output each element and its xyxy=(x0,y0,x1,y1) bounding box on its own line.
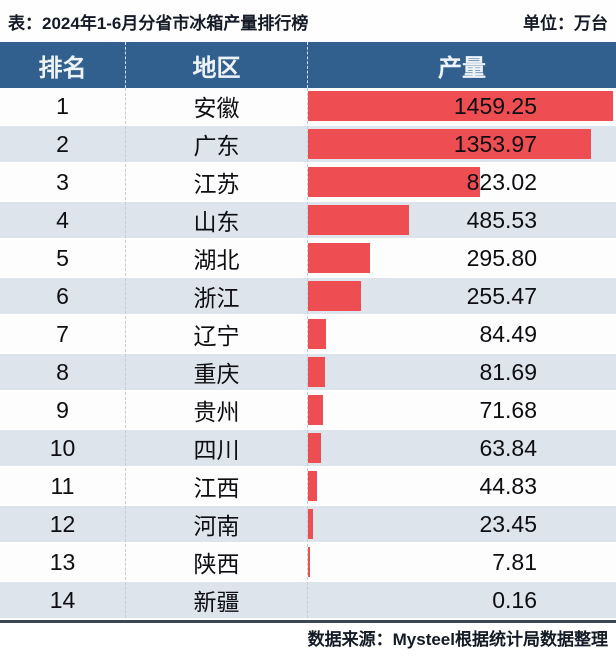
value-cell: 7.81 xyxy=(307,544,616,580)
rank-cell: 13 xyxy=(49,548,76,575)
rank-cell: 1 xyxy=(56,92,69,119)
rank-cell: 12 xyxy=(49,510,76,537)
value-cell: 485.53 xyxy=(307,202,616,238)
rank-cell: 11 xyxy=(50,472,75,499)
value-cell: 23.45 xyxy=(307,506,616,542)
data-source: 数据来源：Mysteel根据统计局数据整理 xyxy=(307,630,608,649)
rank-cell: 9 xyxy=(56,396,69,423)
region-cell: 安徽 xyxy=(125,88,307,124)
value-bar xyxy=(308,205,410,235)
title-bar: 表：2024年1-6月分省市冰箱产量排行榜 单位：万台 xyxy=(0,0,616,42)
table-row: 5 湖北 295.80 xyxy=(0,240,616,278)
value-label: 0.16 xyxy=(492,586,537,613)
table-row: 10 四川 63.84 xyxy=(0,430,616,468)
value-label: 44.83 xyxy=(479,472,537,499)
rank-cell: 6 xyxy=(56,282,69,309)
table-row: 6 浙江 255.47 xyxy=(0,278,616,316)
value-label: 1353.97 xyxy=(453,130,537,157)
column-header-region: 地区 xyxy=(125,42,307,88)
value-bar xyxy=(308,395,323,425)
rank-cell: 2 xyxy=(56,130,69,157)
footer: 数据来源：Mysteel根据统计局数据整理 xyxy=(0,623,616,656)
column-header-rank: 排名 xyxy=(38,54,87,82)
page-title: 表：2024年1-6月分省市冰箱产量排行榜 xyxy=(8,13,309,33)
value-bar xyxy=(308,319,326,349)
value-cell: 0.16 xyxy=(307,582,616,618)
table-row: 8 重庆 81.69 xyxy=(0,354,616,392)
table-row: 12 河南 23.45 xyxy=(0,506,616,544)
table-row: 11 江西 44.83 xyxy=(0,468,616,506)
value-label: 295.80 xyxy=(466,244,537,271)
region-cell: 陕西 xyxy=(125,544,307,580)
region-cell: 贵州 xyxy=(125,392,307,428)
column-header-value: 产量 xyxy=(307,42,616,88)
table-body: 1 安徽 1459.25 2 广东 1353.97 3 江苏 823.02 4 山东 485.53 5 湖… xyxy=(0,88,616,623)
rank-cell: 5 xyxy=(56,244,69,271)
value-label: 485.53 xyxy=(466,206,537,233)
table-row: 13 陕西 7.81 xyxy=(0,544,616,582)
value-cell: 255.47 xyxy=(307,278,616,314)
value-label: 71.68 xyxy=(479,396,537,423)
region-cell: 广东 xyxy=(125,126,307,162)
value-label: 1459.25 xyxy=(453,92,537,119)
region-cell: 浙江 xyxy=(125,278,307,314)
value-label: 84.49 xyxy=(479,320,537,347)
value-cell: 63.84 xyxy=(307,430,616,466)
value-cell: 84.49 xyxy=(307,316,616,352)
region-cell: 新疆 xyxy=(125,582,307,618)
value-cell: 44.83 xyxy=(307,468,616,504)
rank-cell: 8 xyxy=(56,358,69,385)
value-bar xyxy=(308,471,318,501)
rank-cell: 7 xyxy=(56,320,69,347)
table-row: 7 辽宁 84.49 xyxy=(0,316,616,354)
region-cell: 江苏 xyxy=(125,164,307,200)
value-label: 255.47 xyxy=(466,282,537,309)
value-cell: 1353.97 xyxy=(307,126,616,162)
value-cell: 823.02 xyxy=(307,164,616,200)
value-bar xyxy=(308,91,613,121)
value-bar xyxy=(308,509,313,539)
rank-cell: 4 xyxy=(56,206,69,233)
rank-cell: 3 xyxy=(56,168,69,195)
region-cell: 重庆 xyxy=(125,354,307,390)
region-cell: 辽宁 xyxy=(125,316,307,352)
value-bar xyxy=(308,357,326,387)
value-label: 81.69 xyxy=(479,358,537,385)
unit-label: 单位：万台 xyxy=(523,13,608,33)
value-label: 23.45 xyxy=(479,510,537,537)
table-row: 3 江苏 823.02 xyxy=(0,164,616,202)
value-cell: 1459.25 xyxy=(307,88,616,124)
region-cell: 四川 xyxy=(125,430,307,466)
value-label: 7.81 xyxy=(492,548,537,575)
region-cell: 山东 xyxy=(125,202,307,238)
table-row: 1 安徽 1459.25 xyxy=(0,88,616,126)
value-label: 823.02 xyxy=(466,168,537,195)
table-row: 9 贵州 71.68 xyxy=(0,392,616,430)
table-header: 排名 地区 产量 xyxy=(0,42,616,88)
region-cell: 湖北 xyxy=(125,240,307,276)
table-row: 2 广东 1353.97 xyxy=(0,126,616,164)
value-cell: 71.68 xyxy=(307,392,616,428)
rank-cell: 14 xyxy=(49,586,76,613)
table-row: 4 山东 485.53 xyxy=(0,202,616,240)
value-bar xyxy=(308,167,480,197)
region-cell: 河南 xyxy=(125,506,307,542)
value-label: 63.84 xyxy=(479,434,537,461)
value-cell: 295.80 xyxy=(307,240,616,276)
value-cell: 81.69 xyxy=(307,354,616,390)
value-bar xyxy=(308,433,322,463)
value-bar xyxy=(308,243,370,273)
value-bar xyxy=(308,129,591,159)
value-bar xyxy=(308,547,310,577)
value-bar xyxy=(308,281,362,311)
region-cell: 江西 xyxy=(125,468,307,504)
rank-cell: 10 xyxy=(49,434,76,461)
table-row: 14 新疆 0.16 xyxy=(0,582,616,620)
